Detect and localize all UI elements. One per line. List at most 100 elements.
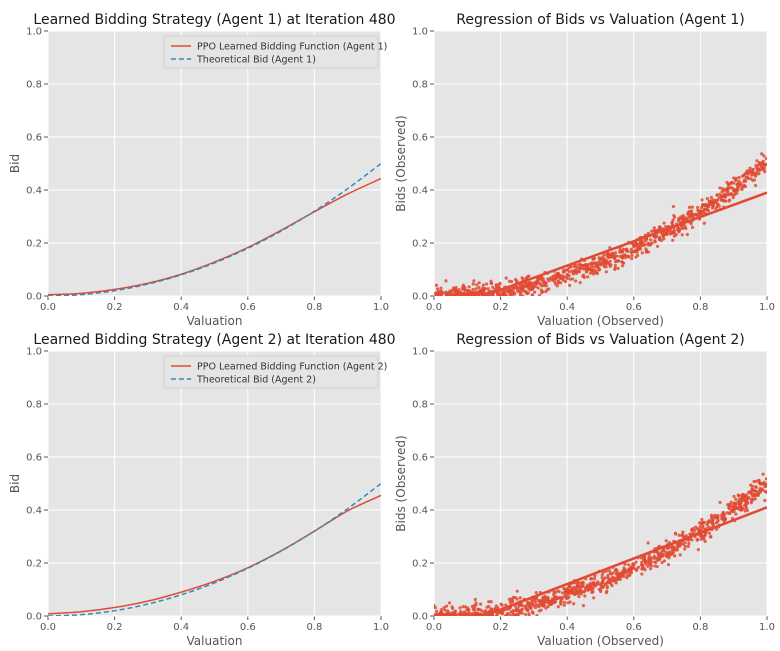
agent1-regression-point <box>530 293 535 296</box>
agent2-regression-point <box>690 528 694 532</box>
agent1-regression-point <box>627 255 631 259</box>
agent1-regression-point <box>621 255 625 260</box>
agent1-regression-point <box>649 238 653 242</box>
agent1-regression-point <box>760 166 764 170</box>
agent1-regression-point <box>690 214 695 218</box>
agent1-regression-point <box>434 293 439 296</box>
agent2-regression-point <box>743 499 747 503</box>
agent2-regression-point <box>501 612 505 616</box>
agent2-regression-point <box>758 482 762 486</box>
agent2-regression-point <box>695 538 699 542</box>
agent2-strategy-y-axis-label: Bid <box>8 474 22 493</box>
agent2-regression-point <box>589 577 593 581</box>
agent1-regression-point <box>477 281 481 285</box>
agent2-regression-point <box>733 501 737 505</box>
agent1-regression-point <box>504 276 508 280</box>
agent1-regression-point <box>729 192 733 196</box>
agent1-regression-point <box>610 252 615 256</box>
agent2-regression-point <box>618 575 622 579</box>
agent1-regression-point <box>723 195 728 199</box>
agent1-regression-point <box>672 213 676 218</box>
agent1-regression-point <box>613 267 617 271</box>
agent1-regression-point <box>604 270 609 274</box>
agent2-regression-point <box>514 608 518 613</box>
agent2-regression-point <box>678 542 682 546</box>
agent1-regression-point <box>463 292 467 296</box>
agent2-regression-point <box>519 603 523 607</box>
agent2-regression-point <box>683 544 687 548</box>
agent2-regression-point <box>629 569 633 573</box>
agent1-regression-point <box>744 175 748 179</box>
agent1-regression-point <box>701 211 705 215</box>
agent2-regression-point <box>640 563 644 567</box>
agent1-regression-point <box>659 238 664 243</box>
agent1-regression-point <box>565 276 569 281</box>
agent2-regression-point <box>446 609 450 613</box>
agent1-regression-point <box>608 252 612 256</box>
agent1-regression-point <box>439 286 443 290</box>
agent1-regression-regression-line <box>483 191 767 296</box>
agent1-regression-point <box>705 204 709 208</box>
agent2-regression-point <box>646 541 650 545</box>
agent2-regression-point <box>553 590 558 595</box>
agent2-regression-point <box>611 571 615 575</box>
agent2-regression-point <box>666 563 671 567</box>
agent2-regression-point <box>605 584 609 588</box>
agent1-regression-point <box>460 293 464 296</box>
agent1-regression-point <box>578 281 582 285</box>
agent1-regression-point <box>553 275 558 279</box>
agent2-regression-point <box>515 612 520 616</box>
agent2-regression-point <box>593 574 597 578</box>
agent2-regression-point <box>595 582 599 586</box>
agent1-regression-panel: 0.0 0.2 0.4 0.6 0.8 1.0 0.0 0.2 0.4 0.6 0.8 1.0 Regr… <box>394 12 775 328</box>
agent2-regression-point <box>461 605 465 609</box>
agent1-regression-point <box>590 261 594 265</box>
agent2-regression-point <box>530 599 534 603</box>
agent2-regression-point <box>649 567 653 571</box>
agent1-regression-point <box>595 261 599 265</box>
agent2-regression-point <box>603 582 607 587</box>
agent2-regression-point <box>509 614 513 616</box>
agent2-regression-point <box>675 548 679 552</box>
agent1-regression-point <box>635 242 639 246</box>
agent1-regression-point <box>460 287 465 291</box>
agent1-regression-point <box>749 170 753 174</box>
agent1-strategy-panel: 0.0 0.2 0.4 0.6 0.8 1.00.00.20.40.60.81.0Lear… <box>8 12 396 328</box>
agent2-regression-point <box>480 609 484 613</box>
agent1-regression-point <box>458 290 463 294</box>
agent2-regression-x-tick-label: 0.8 <box>692 622 708 633</box>
agent1-regression-point <box>515 289 520 293</box>
agent2-regression-point <box>666 551 670 555</box>
agent2-regression-point <box>577 594 581 599</box>
agent1-regression-point <box>671 238 675 242</box>
agent2-regression-point <box>577 591 581 595</box>
agent1-regression-point <box>652 226 656 230</box>
agent2-regression-point <box>566 601 570 605</box>
agent2-regression-point <box>698 524 702 529</box>
agent2-strategy-panel: 0.0 0.2 0.4 0.6 0.8 1.00.00.20.40.60.81.0Lear… <box>8 332 396 648</box>
agent2-regression-point <box>737 507 742 512</box>
agent1-regression-point <box>727 182 731 186</box>
agent2-regression-point <box>466 607 471 611</box>
agent1-regression-point <box>599 257 603 261</box>
agent1-regression-point <box>532 290 537 294</box>
agent2-regression-point <box>546 601 550 605</box>
agent1-regression-point <box>646 250 651 254</box>
agent2-regression-point <box>640 556 644 560</box>
agent1-regression-point <box>749 177 753 181</box>
agent1-regression-point <box>629 250 633 255</box>
agent2-regression-point <box>513 595 517 600</box>
agent2-regression-point <box>713 513 717 517</box>
agent1-regression-point <box>636 247 640 251</box>
agent1-regression-point <box>639 244 643 248</box>
agent1-strategy-y-tick-label: 0.2 <box>26 239 42 250</box>
agent1-regression-point <box>722 199 726 203</box>
agent1-regression-y-tick-label: 0.0 <box>412 292 428 303</box>
agent2-regression-x-tick-label: 1.0 <box>759 622 775 633</box>
agent2-regression-point <box>588 587 592 592</box>
agent2-regression-point <box>745 493 749 497</box>
agent1-regression-point <box>650 229 654 233</box>
agent2-regression-point <box>656 553 660 557</box>
agent2-regression-point <box>635 567 639 571</box>
agent1-regression-point <box>557 273 561 277</box>
